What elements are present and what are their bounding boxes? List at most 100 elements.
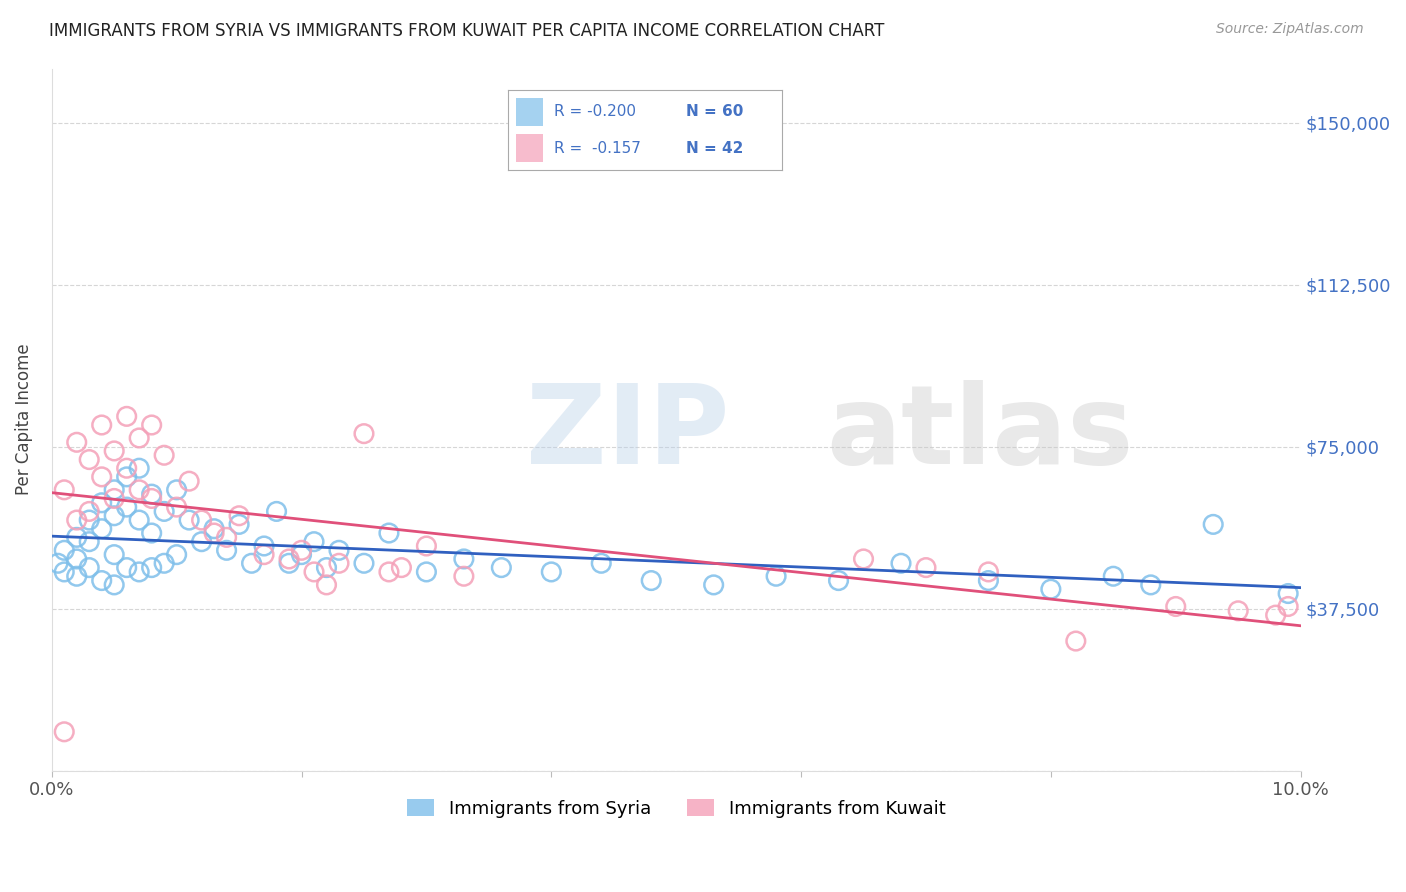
Point xyxy=(90,522,112,536)
Point xyxy=(77,504,100,518)
Point xyxy=(77,534,100,549)
Point xyxy=(141,491,163,506)
Text: IMMIGRANTS FROM SYRIA VS IMMIGRANTS FROM KUWAIT PER CAPITA INCOME CORRELATION CH: IMMIGRANTS FROM SYRIA VS IMMIGRANTS FROM… xyxy=(49,22,884,40)
Point xyxy=(115,461,138,475)
Point xyxy=(103,444,125,458)
Point xyxy=(977,565,1000,579)
Point xyxy=(328,543,350,558)
Point xyxy=(66,530,89,544)
Point xyxy=(1102,569,1125,583)
Point xyxy=(128,461,150,475)
Point xyxy=(1264,608,1286,623)
Point xyxy=(103,578,125,592)
Point xyxy=(115,409,138,424)
Point xyxy=(827,574,849,588)
Point xyxy=(278,556,301,570)
Point xyxy=(66,569,89,583)
Legend: Immigrants from Syria, Immigrants from Kuwait: Immigrants from Syria, Immigrants from K… xyxy=(399,792,952,825)
Point xyxy=(240,556,263,570)
Point xyxy=(128,565,150,579)
Point xyxy=(266,504,288,518)
Point xyxy=(90,417,112,432)
Point xyxy=(415,539,437,553)
Point xyxy=(66,435,89,450)
Point xyxy=(153,504,176,518)
Point xyxy=(1202,517,1225,532)
Point xyxy=(128,483,150,497)
Text: Source: ZipAtlas.com: Source: ZipAtlas.com xyxy=(1216,22,1364,37)
Point xyxy=(103,508,125,523)
Point xyxy=(453,569,475,583)
Point xyxy=(77,452,100,467)
Point xyxy=(278,552,301,566)
Point xyxy=(1064,634,1087,648)
Point xyxy=(66,513,89,527)
Point xyxy=(415,565,437,579)
Point xyxy=(77,513,100,527)
Point xyxy=(190,513,212,527)
Point xyxy=(765,569,787,583)
Point xyxy=(128,513,150,527)
Point xyxy=(290,543,312,558)
Point xyxy=(1039,582,1062,597)
Point xyxy=(141,487,163,501)
Point xyxy=(166,548,188,562)
Y-axis label: Per Capita Income: Per Capita Income xyxy=(15,343,32,495)
Point xyxy=(540,565,562,579)
Point xyxy=(1277,586,1299,600)
Point xyxy=(179,513,201,527)
Point xyxy=(115,560,138,574)
Point xyxy=(1277,599,1299,614)
Point xyxy=(328,556,350,570)
Point xyxy=(890,556,912,570)
Point xyxy=(202,522,225,536)
Point xyxy=(302,565,325,579)
Point xyxy=(103,483,125,497)
Point xyxy=(253,548,276,562)
Point xyxy=(378,565,401,579)
Point xyxy=(53,483,76,497)
Point xyxy=(90,496,112,510)
Text: ZIP: ZIP xyxy=(526,380,730,487)
Point xyxy=(115,500,138,515)
Point xyxy=(153,556,176,570)
Point xyxy=(166,500,188,515)
Point xyxy=(166,483,188,497)
Point xyxy=(90,470,112,484)
Point xyxy=(53,543,76,558)
Point xyxy=(1227,604,1250,618)
Point xyxy=(852,552,875,566)
Point xyxy=(215,543,238,558)
Point xyxy=(202,526,225,541)
Point xyxy=(90,574,112,588)
Point xyxy=(228,517,250,532)
Point xyxy=(453,552,475,566)
Point xyxy=(315,578,337,592)
Point xyxy=(179,474,201,488)
Point xyxy=(103,491,125,506)
Point xyxy=(228,508,250,523)
Point xyxy=(591,556,613,570)
Point xyxy=(1139,578,1161,592)
Point xyxy=(103,548,125,562)
Point xyxy=(1164,599,1187,614)
Point xyxy=(640,574,662,588)
Point xyxy=(315,560,337,574)
Point xyxy=(141,560,163,574)
Point xyxy=(153,448,176,462)
Point xyxy=(253,539,276,553)
Point xyxy=(302,534,325,549)
Point xyxy=(53,724,76,739)
Point xyxy=(703,578,725,592)
Point xyxy=(190,534,212,549)
Point xyxy=(215,530,238,544)
Point xyxy=(115,470,138,484)
Point xyxy=(491,560,513,574)
Point xyxy=(353,426,375,441)
Point xyxy=(391,560,413,574)
Point xyxy=(66,552,89,566)
Point xyxy=(378,526,401,541)
Point xyxy=(977,574,1000,588)
Point xyxy=(128,431,150,445)
Point xyxy=(141,417,163,432)
